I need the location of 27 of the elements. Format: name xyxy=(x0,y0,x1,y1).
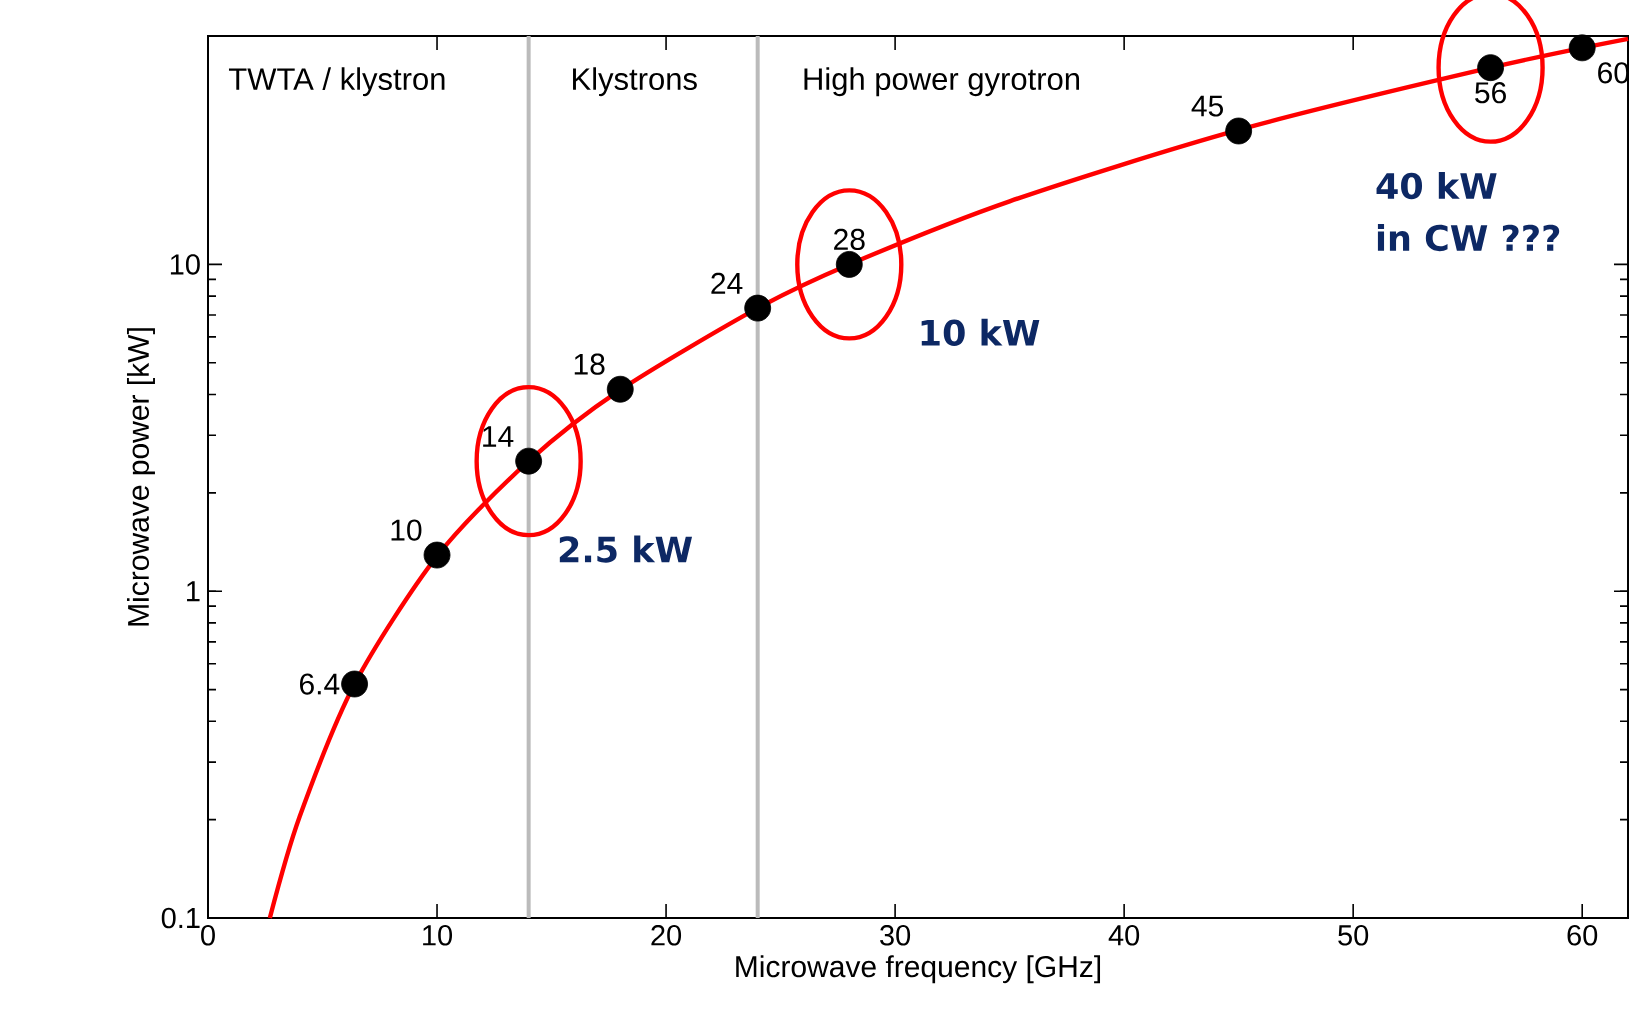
annotation: 14 xyxy=(483,426,514,447)
annotation: 2.5 kW xyxy=(559,535,693,563)
annotation: 10 kW xyxy=(921,318,1040,346)
annotation: 18 xyxy=(574,353,605,375)
annotation: High power gyrotron xyxy=(804,67,1079,97)
annotation: 45 xyxy=(1191,95,1223,117)
x-tick-label: 30 xyxy=(880,925,911,946)
annotation: 10 xyxy=(391,519,422,541)
annotation: Klystrons xyxy=(573,67,697,97)
y-axis-title: Microwave power [kW] xyxy=(126,328,155,626)
y-tick-label: 10 xyxy=(170,254,200,275)
annotation: in CW ??? xyxy=(1377,224,1560,252)
annotation: 56 xyxy=(1475,82,1506,104)
annotation: 6.4 xyxy=(300,673,340,695)
x-axis-title: Microwave frequency [GHz] xyxy=(736,955,1101,984)
x-tick-label: 10 xyxy=(423,925,453,946)
annotation: 40 kW xyxy=(1376,172,1497,200)
x-tick-label: 40 xyxy=(1108,925,1140,946)
y-tick-label: 1 xyxy=(187,581,200,602)
x-tick-label: 60 xyxy=(1567,925,1598,946)
x-tick-label: 20 xyxy=(651,925,682,946)
annotation: 28 xyxy=(834,228,865,250)
y-tick-label: 0.1 xyxy=(161,907,200,929)
x-tick-label: 0 xyxy=(201,925,215,946)
x-tick-label: 50 xyxy=(1338,925,1369,946)
annotation: 24 xyxy=(711,272,743,294)
annotation: TWTA / klystron xyxy=(228,67,445,97)
